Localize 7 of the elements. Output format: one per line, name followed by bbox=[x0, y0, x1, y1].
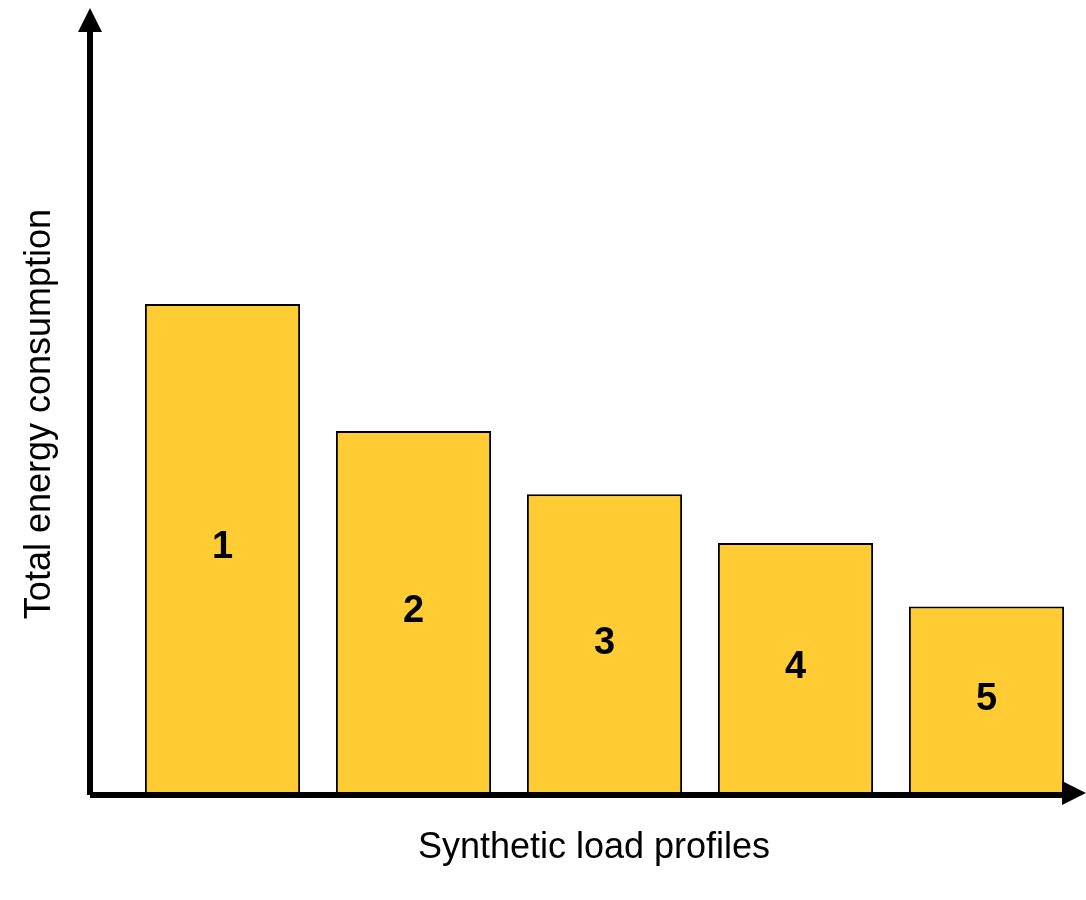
x-tick-label: 3 bbox=[593, 619, 616, 662]
x-tick-label: 4 bbox=[784, 644, 807, 687]
x-axis-title: Synthetic load profiles bbox=[417, 824, 771, 866]
x-tick-label: 2 bbox=[402, 587, 425, 630]
x-tick-label: 1 bbox=[211, 524, 234, 567]
y-axis-title: Total energy consumption bbox=[16, 208, 58, 620]
x-tick-label: 5 bbox=[975, 675, 998, 718]
